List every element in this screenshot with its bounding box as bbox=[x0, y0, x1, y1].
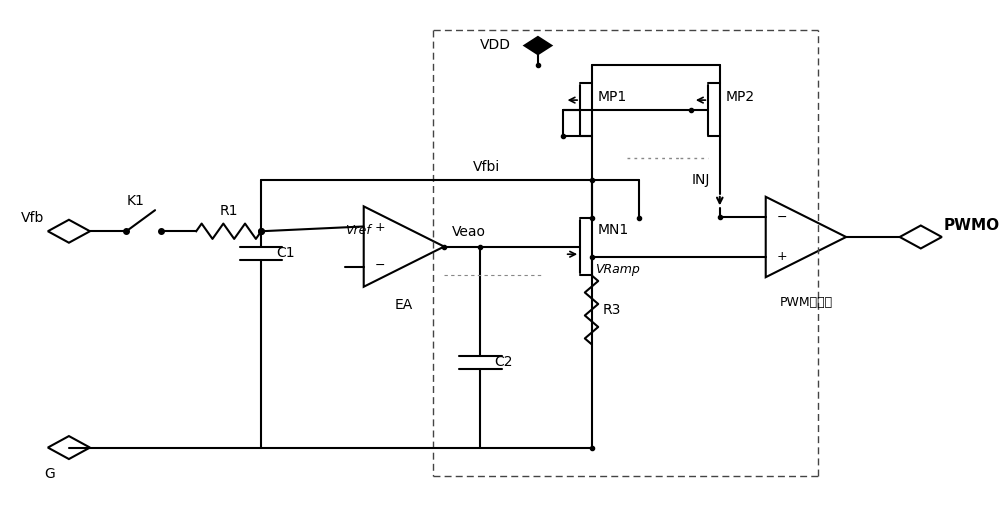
Text: Veao: Veao bbox=[452, 225, 486, 239]
Text: VRamp: VRamp bbox=[595, 263, 640, 276]
Text: +: + bbox=[776, 250, 787, 263]
Text: R1: R1 bbox=[220, 204, 238, 218]
Text: MN1: MN1 bbox=[597, 223, 629, 237]
Text: MP2: MP2 bbox=[726, 90, 755, 104]
Text: PWMO: PWMO bbox=[944, 218, 1000, 233]
Text: EA: EA bbox=[395, 298, 413, 312]
Text: MP1: MP1 bbox=[597, 90, 627, 104]
Text: R3: R3 bbox=[603, 303, 621, 316]
Text: K1: K1 bbox=[127, 194, 145, 208]
Text: Vfbi: Vfbi bbox=[473, 160, 500, 174]
Text: C2: C2 bbox=[494, 355, 512, 369]
Text: C1: C1 bbox=[277, 246, 295, 260]
Text: −: − bbox=[375, 260, 385, 272]
Text: +: + bbox=[374, 221, 385, 234]
Text: G: G bbox=[44, 467, 55, 481]
Text: Vref: Vref bbox=[345, 224, 370, 237]
Text: Vfb: Vfb bbox=[21, 211, 44, 225]
Text: −: − bbox=[777, 211, 787, 224]
Text: INJ: INJ bbox=[692, 173, 710, 187]
Text: VDD: VDD bbox=[480, 38, 511, 52]
Polygon shape bbox=[525, 37, 551, 54]
Text: PWM比较器: PWM比较器 bbox=[779, 296, 832, 309]
